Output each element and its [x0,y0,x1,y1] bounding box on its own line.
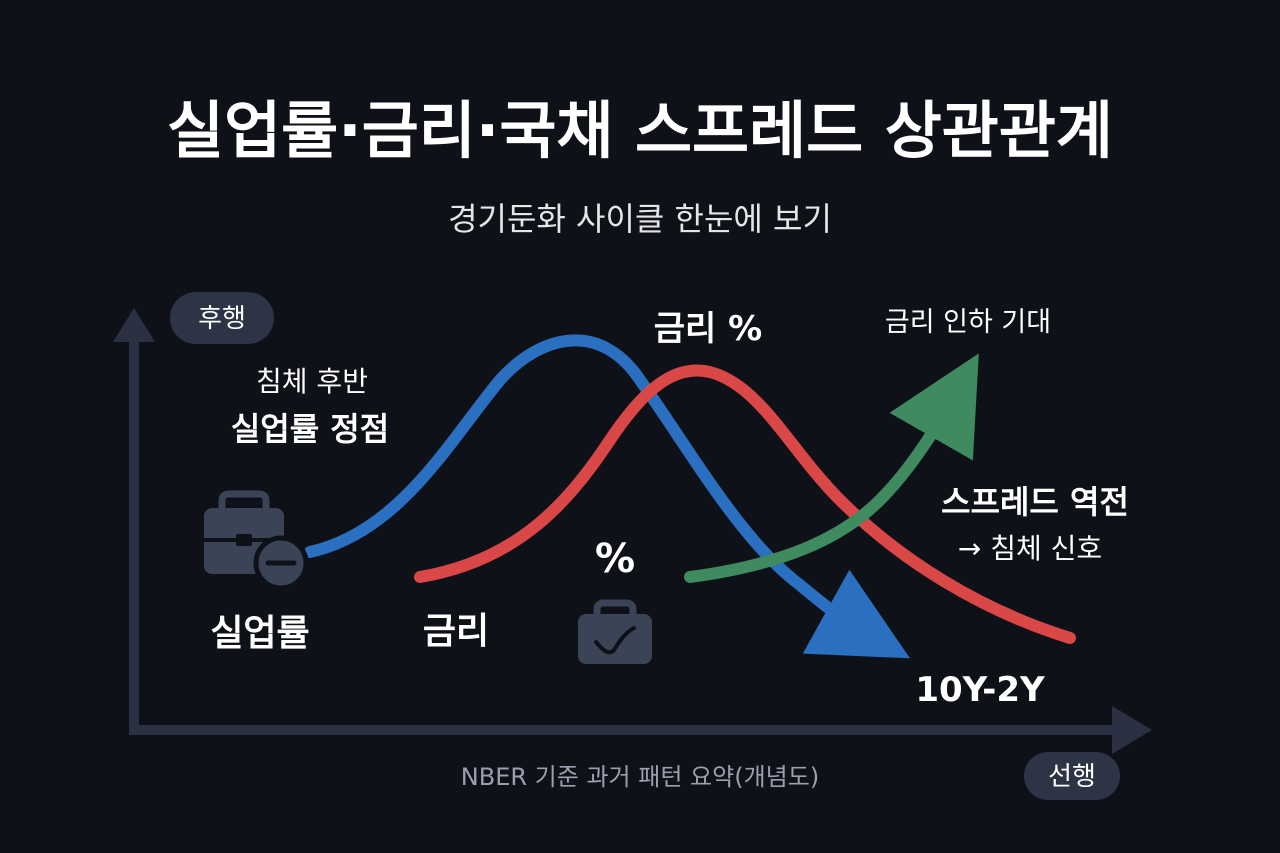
spread-curve [684,353,979,583]
page-title: 실업률·금리·국채 스프레드 상관관계 [167,94,1113,167]
rate-percent-label: 금리 % [654,309,762,349]
x-axis-badge-label: 선행 [1048,762,1096,792]
briefcase-minus-icon [204,490,309,591]
briefcase-check-icon [578,599,652,664]
x-axis-badge: 선행 [1024,752,1120,800]
x-axis [130,706,1152,754]
unemployment-peak-note-line1: 침체 후반 [256,365,368,398]
unemployment-curve [304,334,910,659]
unemployment-peak-note-line2: 실업률 정점 [231,410,389,448]
rate-cut-note: 금리 인하 기대 [885,307,1051,338]
y-axis-badge: 후행 [170,292,274,344]
rate-curve [414,364,1076,644]
y-axis [113,308,155,735]
spread-series-label: 10Y-2Y [915,670,1045,710]
spread-inversion-note-line1: 스프레드 역전 [941,483,1129,521]
spread-inversion-note-line2: → 침체 신호 [958,532,1102,565]
rate-series-label: 금리 [423,611,489,652]
y-axis-badge-label: 후행 [198,304,246,334]
footer-caption: NBER 기준 과거 패턴 요약(개념도) [461,763,819,791]
unemployment-series-label: 실업률 [210,613,309,654]
page-subtitle: 경기둔화 사이클 한눈에 보기 [448,200,832,238]
percent-symbol: % [595,536,635,582]
